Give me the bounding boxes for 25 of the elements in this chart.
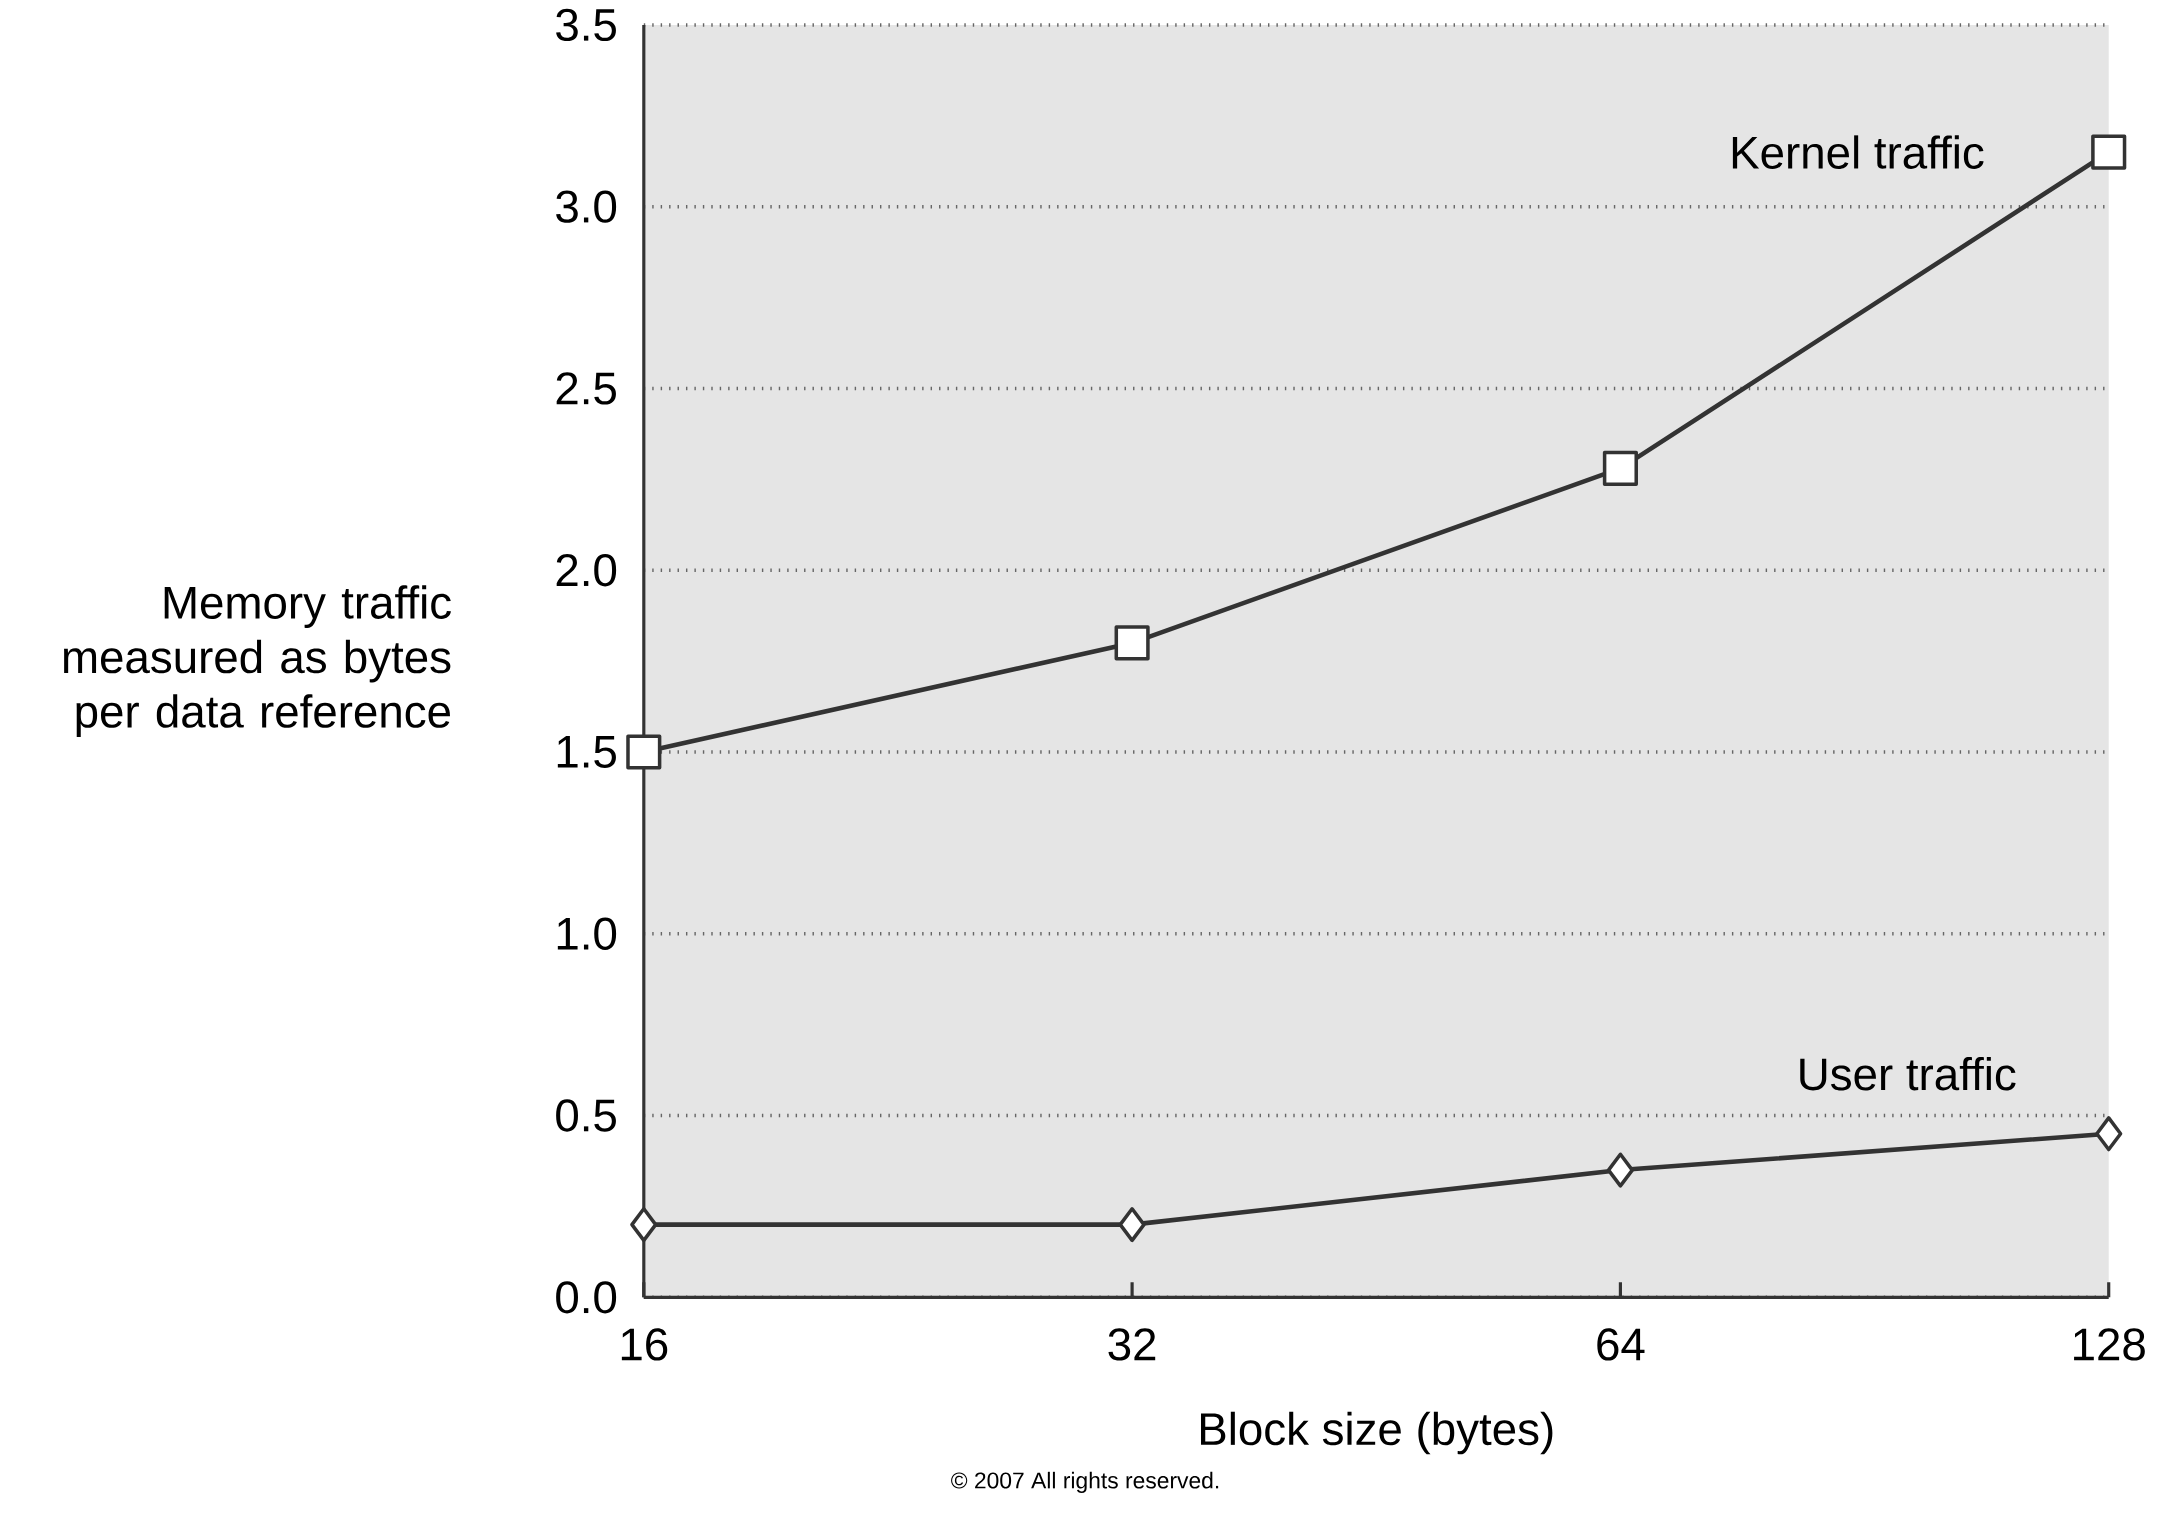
point (630, 1207, 658, 1243)
point (1606, 1152, 1635, 1188)
y-tick-label: 3.0 (556, 190, 617, 223)
point (626, 734, 662, 770)
series-label: Kernel traffic (1732, 135, 1984, 169)
y-tick-label: 0.5 (556, 1099, 616, 1132)
x-tick-label: 64 (1597, 1328, 1645, 1361)
y-axis-title: Memory traffic measured as bytes per data reference (64, 585, 451, 737)
x-axis-title: Block size (bytes) (1201, 1411, 1553, 1455)
series-label: User traffic (1800, 1056, 2016, 1091)
y-tick-label: 1.5 (557, 736, 616, 768)
x-tick-label: 16 (621, 1328, 668, 1361)
text: © 2007 All rights reserved. (951, 1471, 1219, 1494)
x-tick-label: 128 (2074, 1328, 2145, 1361)
point (1118, 1207, 1146, 1243)
y-tick-label: 0.0 (556, 1281, 617, 1314)
y-tick-label: 3.5 (556, 8, 616, 42)
point (1602, 450, 1638, 486)
y-tick-label: 1.0 (557, 917, 617, 950)
point (2095, 1116, 2123, 1152)
x-tick-label: 32 (1108, 1328, 1156, 1361)
y-tick-label: 2.5 (556, 372, 616, 405)
y-tick-label: 2.0 (556, 554, 617, 587)
point (1114, 625, 1150, 661)
point (2091, 134, 2127, 170)
